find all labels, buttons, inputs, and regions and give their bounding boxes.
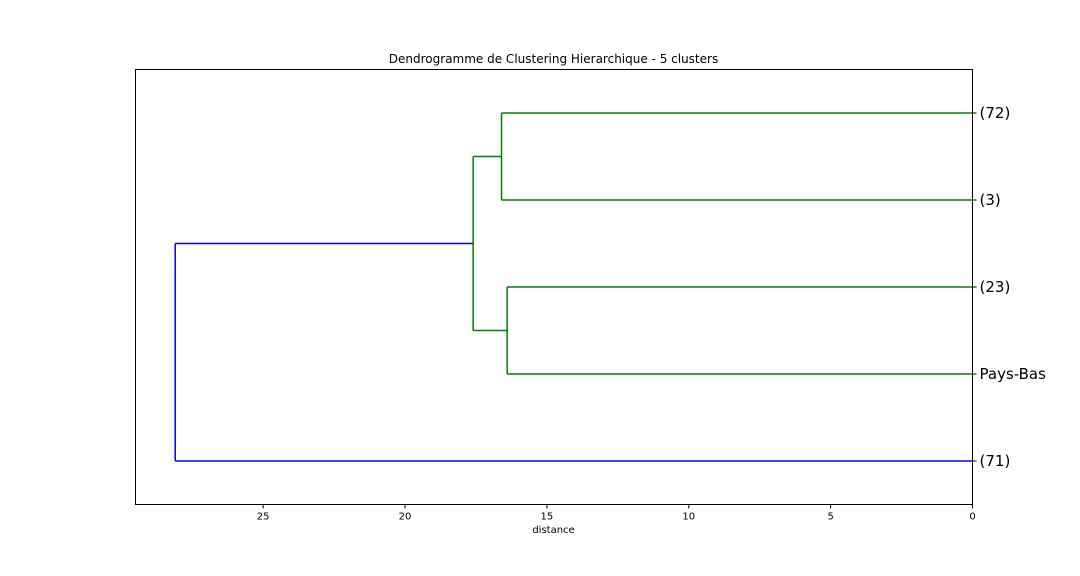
x-tick-label: 10	[682, 512, 695, 523]
x-tick-label: 15	[541, 512, 554, 523]
x-tick-label: 20	[399, 512, 412, 523]
leaf-labels: (72) (3) (23) Pays-Bas (71)	[972, 104, 1047, 470]
leaf-label: (3)	[980, 191, 1001, 209]
leaf-label: (23)	[980, 278, 1011, 296]
leaf-label: Pays-Bas	[980, 365, 1047, 383]
x-tick-label: 0	[969, 512, 975, 523]
leaf-label: (72)	[980, 104, 1011, 122]
dendrogram-links	[174, 112, 973, 462]
leaf-label: (71)	[980, 452, 1011, 470]
chart-title: Dendrogramme de Clustering Hierarchique …	[389, 52, 718, 66]
x-tick-label: 5	[827, 512, 833, 523]
x-axis-label: distance	[532, 525, 574, 536]
x-tick-label: 25	[257, 512, 270, 523]
x-axis-ticks: 25 20 15 10 5 0	[257, 504, 976, 523]
